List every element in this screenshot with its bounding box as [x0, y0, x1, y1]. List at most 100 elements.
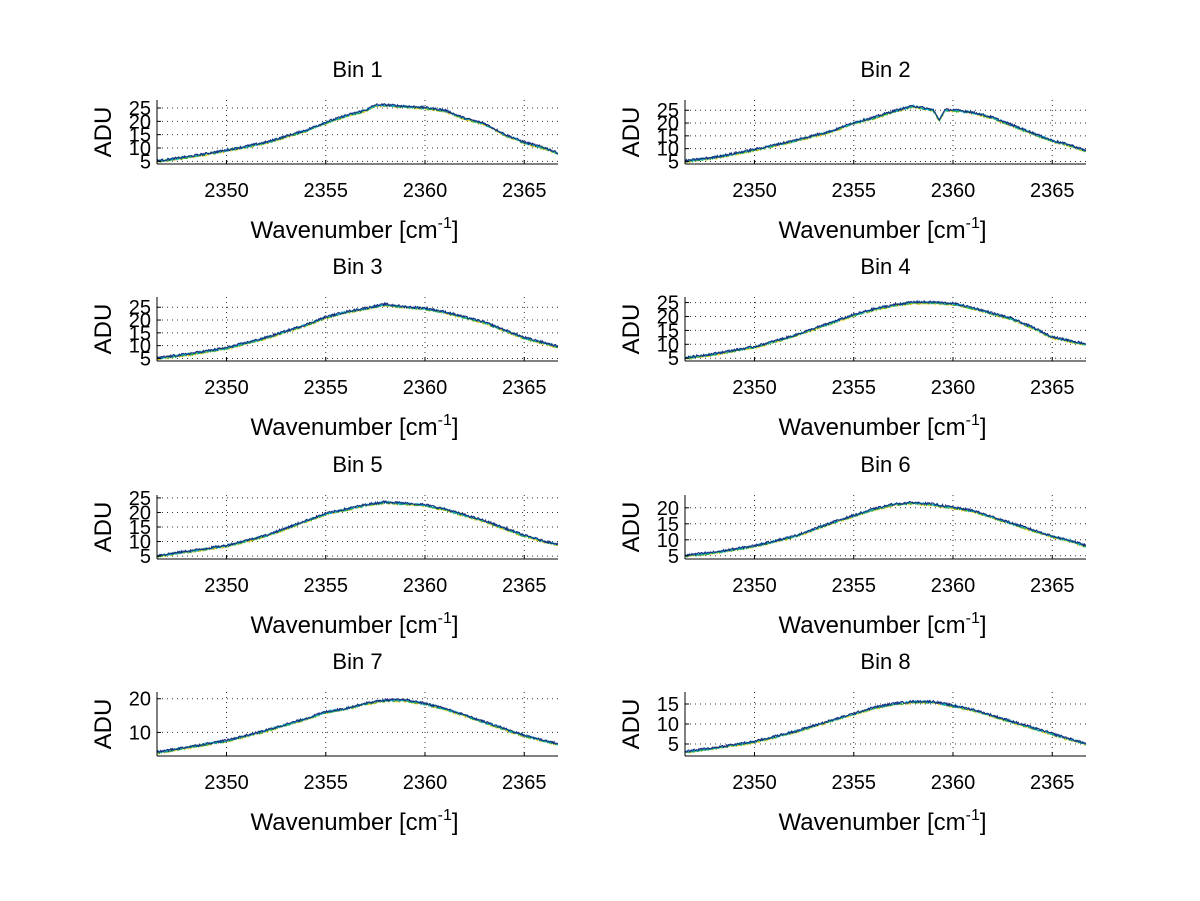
- y-tick-label: 20: [657, 113, 679, 135]
- y-tick-label: 15: [129, 517, 151, 539]
- x-axis-label-end: ]: [980, 414, 987, 441]
- line-series-4: [157, 500, 558, 557]
- y-tick-label: 5: [668, 151, 679, 173]
- x-axis-label: Wavenumber [cm-1]: [778, 610, 986, 639]
- y-tick-label: 15: [657, 514, 679, 536]
- x-tick-label: 2360: [931, 772, 976, 794]
- x-tick-label: 2365: [502, 377, 547, 399]
- x-axis-label: Wavenumber [cm-1]: [778, 412, 986, 441]
- x-tick-label: 2355: [303, 772, 348, 794]
- x-tick-label: 2355: [831, 575, 876, 597]
- x-axis-label-main: Wavenumber [cm: [778, 414, 965, 441]
- subplot-title: Bin 4: [860, 254, 910, 279]
- subplot-bin-7: 2350 2355 2360 2365 10 20 Bin 7 Wavenumber [cm-…: [90, 649, 558, 836]
- line-series-4: [157, 103, 558, 163]
- x-axis-label-main: Wavenumber [cm: [778, 217, 965, 244]
- x-tick-label: 2355: [303, 377, 348, 399]
- x-tick-label: 2350: [204, 772, 249, 794]
- plot-area: [157, 692, 558, 756]
- y-tick-label: 5: [140, 151, 151, 173]
- x-axis-label-exponent: -1: [438, 215, 452, 232]
- y-axis-label: ADU: [90, 107, 117, 158]
- x-tick-label: 2365: [1030, 772, 1075, 794]
- line-series-2: [157, 698, 558, 754]
- y-tick-label: 10: [129, 722, 151, 744]
- y-tick-label: 20: [129, 689, 151, 711]
- x-axis-label: Wavenumber [cm-1]: [250, 412, 458, 441]
- x-axis-label-end: ]: [980, 217, 987, 244]
- y-tick-label: 20: [129, 310, 151, 332]
- x-tick-label: 2360: [931, 180, 976, 202]
- x-axis-label-end: ]: [980, 612, 987, 639]
- x-tick-label: 2365: [502, 575, 547, 597]
- y-tick-label: 5: [668, 734, 679, 756]
- line-series-4: [685, 699, 1086, 753]
- x-axis-label: Wavenumber [cm-1]: [250, 807, 458, 836]
- x-axis-label-exponent: -1: [966, 412, 980, 429]
- x-axis-label: Wavenumber [cm-1]: [778, 807, 986, 836]
- y-tick-label: 15: [657, 694, 679, 716]
- x-axis-label-end: ]: [980, 809, 987, 836]
- line-series-4: [685, 299, 1086, 360]
- x-tick-label: 2350: [732, 575, 777, 597]
- x-axis-label-main: Wavenumber [cm: [778, 809, 965, 836]
- x-tick-label: 2365: [1030, 180, 1075, 202]
- x-tick-label: 2355: [831, 772, 876, 794]
- subplot-title: Bin 7: [332, 649, 382, 674]
- x-axis-label-main: Wavenumber [cm: [250, 217, 437, 244]
- x-tick-label: 2365: [502, 772, 547, 794]
- y-tick-label: 25: [657, 100, 679, 122]
- y-axis-label: ADU: [90, 304, 117, 355]
- x-tick-label: 2350: [732, 772, 777, 794]
- x-axis-label: Wavenumber [cm-1]: [778, 215, 986, 244]
- x-tick-label: 2350: [204, 377, 249, 399]
- x-axis-label-main: Wavenumber [cm: [250, 809, 437, 836]
- y-tick-label: 10: [129, 138, 151, 160]
- x-axis-label-exponent: -1: [966, 610, 980, 627]
- x-axis-label: Wavenumber [cm-1]: [250, 215, 458, 244]
- x-axis-label-end: ]: [452, 217, 459, 244]
- x-axis-label-end: ]: [452, 414, 459, 441]
- y-tick-label: 5: [668, 348, 679, 370]
- x-axis-label-exponent: -1: [438, 610, 452, 627]
- x-axis-label-end: ]: [452, 612, 459, 639]
- y-tick-label: 25: [657, 293, 679, 315]
- line-series-4: [157, 697, 558, 754]
- x-tick-label: 2360: [931, 377, 976, 399]
- line-series-4: [685, 501, 1086, 557]
- x-tick-label: 2360: [931, 575, 976, 597]
- y-tick-label: 10: [657, 530, 679, 552]
- line-series-4: [685, 104, 1086, 163]
- x-tick-label: 2360: [403, 575, 448, 597]
- y-tick-label: 25: [129, 488, 151, 510]
- x-tick-label: 2360: [403, 377, 448, 399]
- x-tick-label: 2355: [831, 180, 876, 202]
- subplot-title: Bin 5: [332, 452, 382, 477]
- x-axis-label-end: ]: [452, 809, 459, 836]
- x-axis-label-main: Wavenumber [cm: [250, 612, 437, 639]
- y-tick-label: 5: [140, 348, 151, 370]
- subplot-title: Bin 1: [332, 57, 382, 82]
- y-tick-label: 25: [129, 98, 151, 120]
- y-tick-label: 10: [657, 139, 679, 161]
- x-tick-label: 2365: [502, 180, 547, 202]
- y-tick-label: 5: [140, 546, 151, 568]
- y-tick-label: 10: [657, 334, 679, 356]
- x-axis-label-exponent: -1: [966, 215, 980, 232]
- y-axis-label: ADU: [618, 107, 645, 158]
- y-tick-label: 10: [657, 714, 679, 736]
- y-axis-label: ADU: [618, 304, 645, 355]
- x-axis-label-main: Wavenumber [cm: [778, 612, 965, 639]
- x-tick-label: 2350: [204, 180, 249, 202]
- x-axis-label-exponent: -1: [966, 807, 980, 824]
- x-tick-label: 2355: [831, 377, 876, 399]
- x-axis-label: Wavenumber [cm-1]: [250, 610, 458, 639]
- y-tick-label: 15: [129, 125, 151, 147]
